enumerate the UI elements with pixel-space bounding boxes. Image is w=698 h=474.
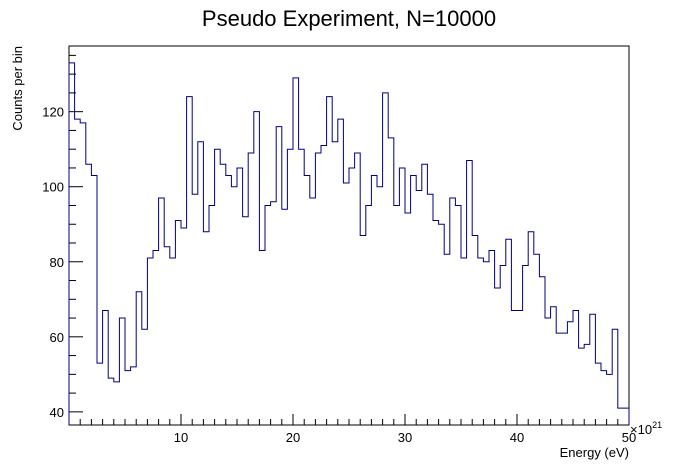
chart-title: Pseudo Experiment, N=10000	[202, 6, 496, 31]
x-axis-title: Energy (eV)	[560, 445, 629, 460]
x-axis: 10 20 30 40 50	[79, 414, 636, 445]
x-tick-label: 20	[286, 430, 300, 445]
x-axis-exponent-power: 21	[652, 420, 662, 430]
y-tick-label: 100	[42, 180, 64, 195]
y-tick-label: 80	[50, 255, 64, 270]
histogram-series-line	[68, 62, 630, 425]
y-axis: 40 60 80 100 120	[42, 54, 83, 420]
x-axis-exponent: ×1021	[630, 420, 662, 437]
y-tick-label: 60	[50, 330, 64, 345]
x-axis-exponent-base: ×10	[630, 422, 652, 437]
y-axis-title: Counts per bin	[10, 46, 25, 131]
x-tick-label: 10	[174, 430, 188, 445]
y-tick-label: 120	[42, 105, 64, 120]
x-tick-label: 50	[622, 430, 636, 445]
x-tick-label: 30	[398, 430, 412, 445]
x-tick-label: 40	[510, 430, 524, 445]
plot-frame	[68, 45, 630, 426]
y-tick-label: 40	[50, 405, 64, 420]
